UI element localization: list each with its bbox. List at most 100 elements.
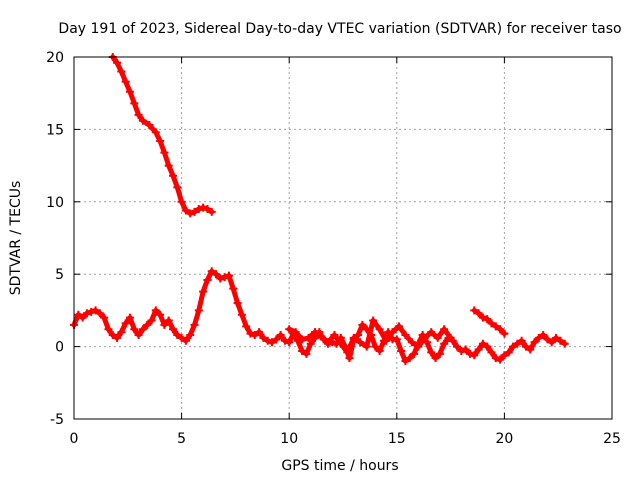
y-axis-label: SDTVAR / TECUs	[8, 181, 24, 296]
data-point	[427, 348, 436, 357]
x-tick-label: 20	[495, 431, 513, 447]
data-point	[539, 331, 548, 340]
data-point	[267, 338, 276, 347]
data-point	[397, 346, 406, 355]
data-point	[121, 77, 130, 86]
data-point	[317, 332, 326, 341]
data-point	[298, 335, 307, 344]
series-track-b	[70, 267, 569, 366]
data-point	[242, 322, 251, 331]
data-point	[474, 309, 483, 318]
data-point	[237, 310, 246, 319]
data-point	[186, 331, 195, 340]
y-tick-label: 10	[46, 195, 64, 211]
data-point	[186, 209, 195, 218]
series-track-c	[285, 316, 455, 357]
data-point	[104, 325, 113, 334]
data-point	[487, 319, 496, 328]
data-point	[302, 349, 311, 358]
data-point	[356, 338, 365, 347]
data-point	[560, 339, 569, 348]
data-point	[220, 273, 229, 282]
data-point	[91, 306, 100, 315]
data-point	[517, 336, 526, 345]
data-point	[121, 319, 130, 328]
data-point	[168, 171, 177, 180]
data-point	[95, 309, 104, 318]
data-point	[203, 275, 212, 284]
data-point	[164, 316, 173, 325]
data-point	[246, 329, 255, 338]
data-point	[431, 354, 440, 363]
data-point	[276, 331, 285, 340]
data-point	[521, 342, 530, 351]
data-point	[285, 338, 294, 347]
data-point	[151, 306, 160, 315]
data-point	[113, 58, 122, 67]
data-point	[177, 197, 186, 206]
data-point	[323, 338, 332, 347]
y-tick-label: -5	[50, 412, 64, 428]
data-point	[401, 357, 410, 366]
series-track-a	[108, 53, 216, 218]
data-point	[199, 203, 208, 212]
data-point	[177, 333, 186, 342]
x-tick-label: 5	[177, 431, 186, 447]
y-tick-label: 20	[46, 50, 64, 66]
data-point	[330, 331, 339, 340]
data-point	[474, 345, 483, 354]
data-point	[207, 267, 216, 276]
data-point	[125, 313, 134, 322]
data-point	[259, 333, 268, 342]
data-point	[263, 336, 272, 345]
x-tick-label: 10	[280, 431, 298, 447]
data-point	[453, 342, 462, 351]
data-point	[552, 333, 561, 342]
data-point	[358, 320, 367, 329]
data-point	[298, 346, 307, 355]
y-tick-label: 5	[55, 267, 64, 283]
data-point	[134, 110, 143, 119]
data-point	[500, 351, 509, 360]
data-point	[382, 336, 391, 345]
data-point	[388, 328, 397, 337]
data-point	[145, 121, 154, 130]
data-point	[138, 116, 147, 125]
data-point	[190, 207, 199, 216]
data-point	[410, 349, 419, 358]
data-point	[285, 325, 294, 334]
data-point	[181, 206, 190, 215]
data-point	[369, 316, 378, 325]
data-point	[440, 339, 449, 348]
data-point	[207, 207, 216, 216]
data-point	[199, 287, 208, 296]
data-point	[212, 270, 221, 279]
data-point	[194, 205, 203, 214]
data-point	[465, 349, 474, 358]
data-point	[138, 325, 147, 334]
data-point	[203, 205, 212, 214]
data-point	[87, 307, 96, 316]
data-point	[534, 333, 543, 342]
data-point	[483, 342, 492, 351]
data-point	[143, 320, 152, 329]
data-point	[160, 148, 169, 157]
series-line	[286, 318, 454, 355]
data-point	[147, 316, 156, 325]
data-point	[233, 299, 242, 308]
x-tick-label: 25	[603, 431, 621, 447]
data-point	[74, 310, 83, 319]
data-point	[491, 354, 500, 363]
y-tick-label: 0	[55, 340, 64, 356]
data-point	[343, 348, 352, 357]
data-point	[470, 351, 479, 360]
data-point	[470, 306, 479, 315]
data-point	[491, 322, 500, 331]
data-point	[173, 331, 182, 340]
data-point	[168, 325, 177, 334]
data-point	[375, 346, 384, 355]
data-point	[371, 342, 380, 351]
data-point	[130, 99, 139, 108]
data-point	[117, 67, 126, 76]
